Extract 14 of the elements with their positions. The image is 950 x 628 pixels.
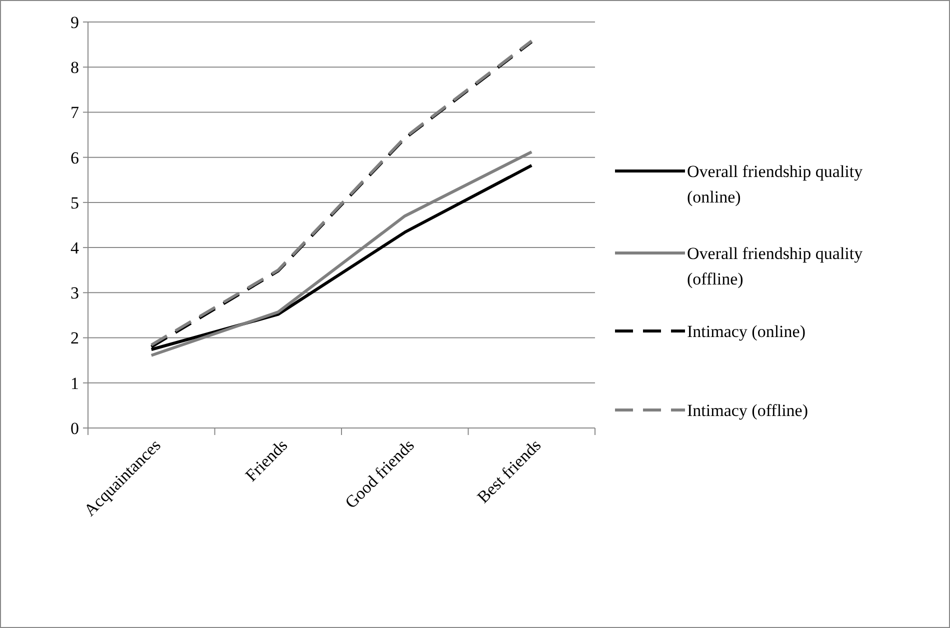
legend-label: Overall friendship quality (online) bbox=[687, 162, 864, 206]
legend-label: Overall friendship quality (offline) bbox=[687, 244, 864, 288]
y-tick-label: 7 bbox=[70, 103, 80, 122]
y-tick-label: 1 bbox=[70, 374, 79, 393]
y-tick-label: 6 bbox=[70, 148, 79, 168]
y-tick-label: 9 bbox=[70, 12, 79, 32]
y-tick-label: 5 bbox=[70, 193, 79, 212]
y-tick-label: 2 bbox=[70, 328, 79, 348]
y-tick-label: 4 bbox=[70, 238, 80, 258]
y-tick-label: 0 bbox=[70, 418, 79, 438]
y-tick-label: 3 bbox=[70, 284, 79, 303]
y-tick-label: 8 bbox=[70, 58, 79, 78]
legend-label: Intimacy (online) bbox=[687, 322, 806, 341]
legend-label: Intimacy (offline) bbox=[687, 400, 808, 420]
